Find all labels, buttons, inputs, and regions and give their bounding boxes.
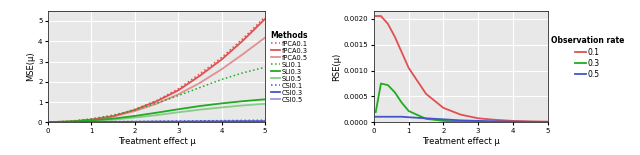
X-axis label: Treatment effect μ: Treatment effect μ (118, 137, 195, 146)
Legend: 0.1, 0.3, 0.5: 0.1, 0.3, 0.5 (551, 36, 624, 79)
X-axis label: Treatment effect μ: Treatment effect μ (422, 137, 500, 146)
Y-axis label: RSE(μ): RSE(μ) (332, 53, 341, 81)
Y-axis label: MSE(μ): MSE(μ) (26, 52, 35, 82)
Legend: fPCA0.1, fPCA0.3, fPCA0.5, SLI0.1, SLI0.3, SLI0.5, CSI0.1, CSI0.3, CSI0.5: fPCA0.1, fPCA0.3, fPCA0.5, SLI0.1, SLI0.… (271, 31, 308, 103)
